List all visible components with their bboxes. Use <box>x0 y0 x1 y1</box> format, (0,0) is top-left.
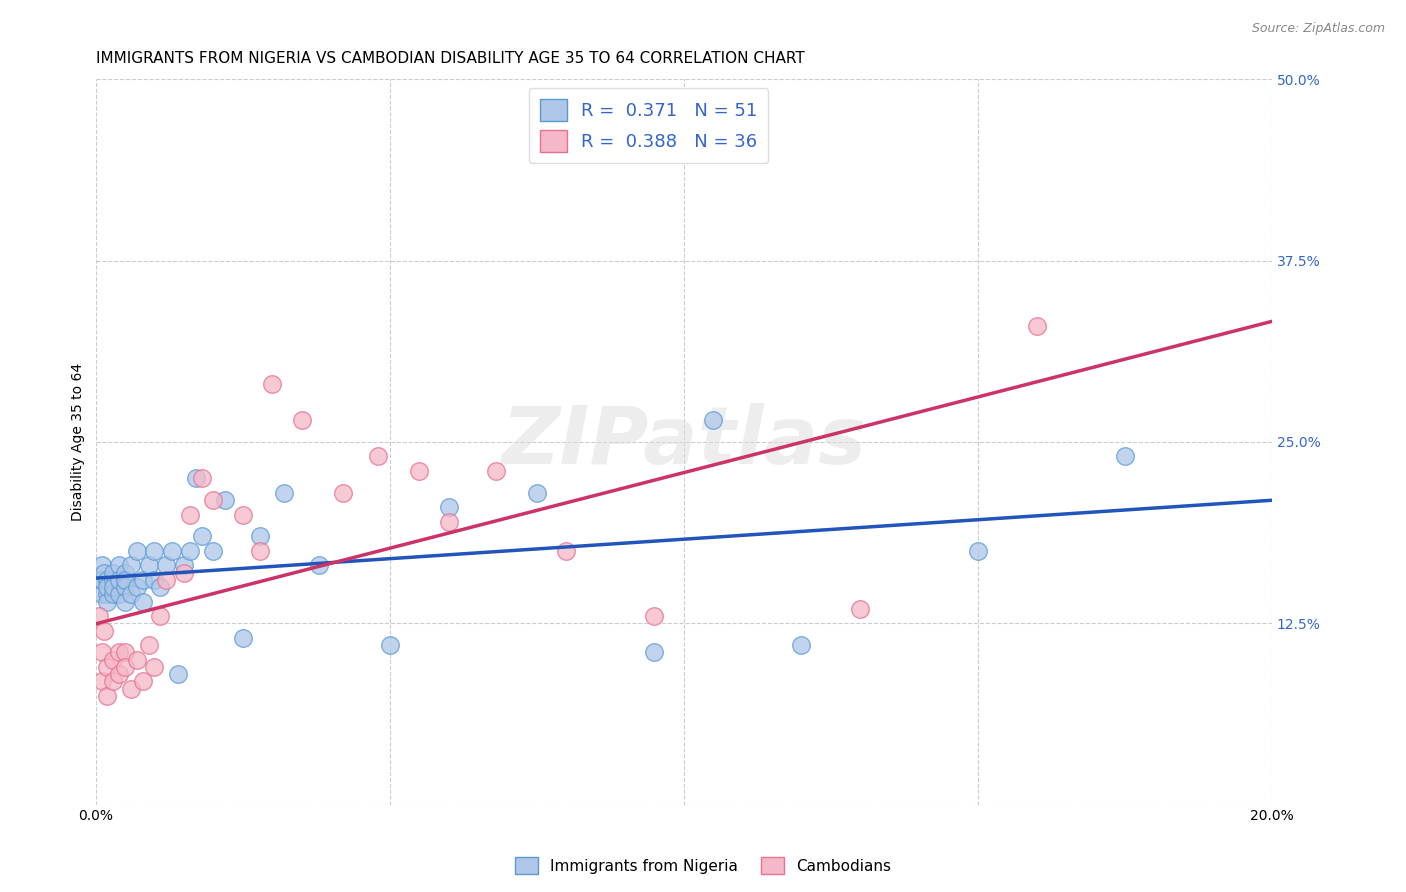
Point <box>173 558 195 573</box>
Point <box>155 573 177 587</box>
Point <box>555 543 578 558</box>
Point <box>93 624 115 638</box>
Point <box>114 573 136 587</box>
Point <box>190 471 212 485</box>
Point <box>179 543 201 558</box>
Point <box>108 645 131 659</box>
Point <box>232 508 254 522</box>
Point <box>184 471 207 485</box>
Point <box>114 594 136 608</box>
Point <box>1025 318 1047 333</box>
Point <box>790 638 813 652</box>
Text: Source: ZipAtlas.com: Source: ZipAtlas.com <box>1251 22 1385 36</box>
Point <box>131 674 153 689</box>
Point <box>332 485 354 500</box>
Point <box>93 566 115 580</box>
Point <box>849 602 872 616</box>
Point <box>120 558 142 573</box>
Point <box>103 573 125 587</box>
Point <box>643 645 665 659</box>
Point <box>173 566 195 580</box>
Y-axis label: Disability Age 35 to 64: Disability Age 35 to 64 <box>72 363 86 521</box>
Point <box>114 580 136 594</box>
Point <box>190 529 212 543</box>
Point <box>120 587 142 601</box>
Point <box>143 543 166 558</box>
Point <box>308 558 330 573</box>
Point <box>131 573 153 587</box>
Point <box>131 594 153 608</box>
Point <box>437 500 460 515</box>
Point <box>273 485 295 500</box>
Point <box>120 681 142 696</box>
Point <box>96 594 118 608</box>
Point <box>90 573 112 587</box>
Point <box>90 558 112 573</box>
Point <box>167 667 190 681</box>
Point <box>143 573 166 587</box>
Point <box>103 587 125 601</box>
Point <box>114 566 136 580</box>
Point <box>149 580 172 594</box>
Point <box>378 638 401 652</box>
Point <box>437 515 460 529</box>
Point <box>202 493 225 508</box>
Point <box>87 609 110 624</box>
Point <box>96 573 118 587</box>
Point <box>249 543 271 558</box>
Point <box>103 566 125 580</box>
Point <box>290 413 312 427</box>
Point <box>138 558 160 573</box>
Point <box>202 543 225 558</box>
Point <box>125 580 148 594</box>
Point <box>96 660 118 674</box>
Legend: Immigrants from Nigeria, Cambodians: Immigrants from Nigeria, Cambodians <box>509 851 897 880</box>
Point <box>160 543 183 558</box>
Point <box>114 660 136 674</box>
Point <box>114 645 136 659</box>
Point <box>484 464 506 478</box>
Point <box>87 573 110 587</box>
Point <box>96 580 118 594</box>
Point <box>108 558 131 573</box>
Legend: R =  0.371   N = 51, R =  0.388   N = 36: R = 0.371 N = 51, R = 0.388 N = 36 <box>529 88 768 163</box>
Point <box>108 667 131 681</box>
Point <box>214 493 236 508</box>
Point <box>103 674 125 689</box>
Point <box>125 543 148 558</box>
Point <box>96 689 118 703</box>
Point <box>179 508 201 522</box>
Point <box>90 674 112 689</box>
Point <box>155 558 177 573</box>
Text: IMMIGRANTS FROM NIGERIA VS CAMBODIAN DISABILITY AGE 35 TO 64 CORRELATION CHART: IMMIGRANTS FROM NIGERIA VS CAMBODIAN DIS… <box>96 51 804 66</box>
Point <box>108 573 131 587</box>
Point <box>108 587 131 601</box>
Point <box>967 543 990 558</box>
Point <box>138 638 160 652</box>
Point <box>702 413 724 427</box>
Point <box>232 631 254 645</box>
Point <box>125 652 148 666</box>
Point <box>1114 450 1136 464</box>
Point <box>367 450 389 464</box>
Point <box>408 464 430 478</box>
Text: ZIPatlas: ZIPatlas <box>502 403 866 481</box>
Point <box>143 660 166 674</box>
Point <box>103 580 125 594</box>
Point <box>249 529 271 543</box>
Point <box>90 587 112 601</box>
Point <box>90 645 112 659</box>
Point <box>149 609 172 624</box>
Point <box>103 652 125 666</box>
Point <box>643 609 665 624</box>
Point <box>262 376 284 391</box>
Point <box>526 485 548 500</box>
Point <box>96 587 118 601</box>
